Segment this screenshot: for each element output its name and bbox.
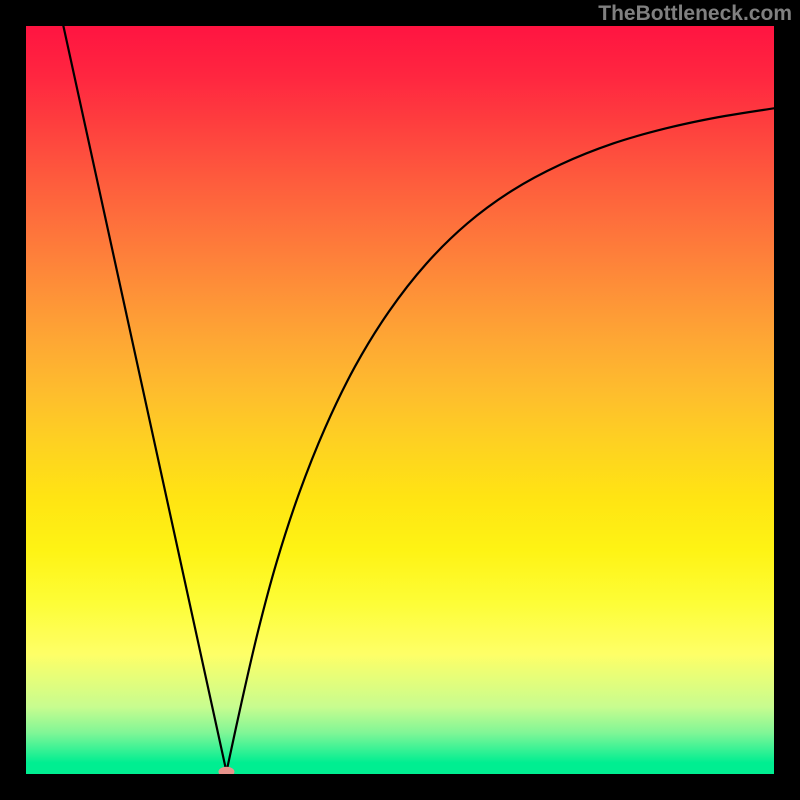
bottleneck-chart [26,26,774,774]
plot-area [26,26,774,774]
gradient-background [26,26,774,774]
chart-frame: TheBottleneck.com [0,0,800,800]
attribution-text: TheBottleneck.com [598,2,792,26]
